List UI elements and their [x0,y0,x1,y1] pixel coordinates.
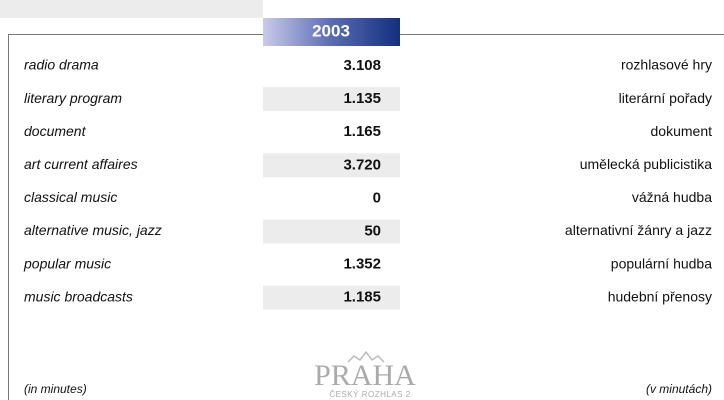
corner-shade [0,0,263,18]
header-year: 2003 [312,21,350,40]
label-en: alternative music, jazz [24,222,162,238]
label-cz: populární hudba [611,255,712,271]
header-bar [263,18,400,46]
unit-cz: (v minutách) [646,382,712,396]
row-shade [263,87,400,112]
logo-crown [347,350,385,363]
value: 1.165 [343,123,381,140]
unit-en: (in minutes) [24,382,87,396]
label-en: document [24,123,87,139]
label-cz: hudební přenosy [608,288,712,304]
label-cz: vážná hudba [632,189,712,205]
value: 50 [364,222,381,239]
table: radio drama 3.108 rozhlasové hry literary p… [23,57,712,310]
label-en: art current affaires [24,156,138,172]
label-cz: dokument [651,123,713,139]
value: 1.135 [343,90,381,107]
label-en: classical music [24,189,117,205]
row-shade [263,219,400,244]
label-cz: alternativní žánry a jazz [565,222,712,238]
label-en: music broadcasts [24,288,133,304]
logo-name: PRAHA [314,359,416,392]
value: 3.720 [343,156,381,173]
label-cz: rozhlasové hry [621,57,712,73]
label-en: literary program [24,90,122,106]
label-en: popular music [23,255,111,271]
label-cz: literární pořady [619,90,712,106]
logo-station: ČESKÝ ROZHLAS 2 [329,390,410,399]
label-en: radio drama [24,57,99,73]
row-shade [263,285,400,310]
value: 3.108 [343,57,381,74]
value: 0 [373,189,381,206]
value: 1.352 [343,256,381,273]
row-shade [263,153,400,178]
label-cz: umělecká publicistika [580,156,712,172]
value: 1.185 [343,289,381,306]
